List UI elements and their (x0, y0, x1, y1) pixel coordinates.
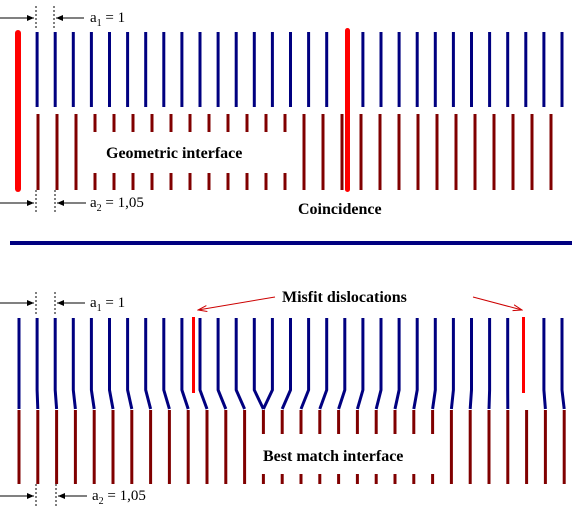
a1-spacing-marker-bottom: a1 = 1 (0, 292, 125, 314)
geometric-interface-label: Geometric interface (106, 145, 242, 162)
bottom-upper-plane (108, 318, 115, 410)
best-match-label-bg (248, 437, 436, 471)
bottom-upper-plane (468, 318, 473, 410)
bottom-upper-plane (71, 318, 77, 410)
top-panel-geometric-interface: Geometric interface Coincidence a1 = 1 a… (0, 6, 564, 218)
misfit-arrow-right (472, 296, 522, 310)
bottom-upper-plane (542, 318, 547, 410)
bottom-upper-plane (89, 318, 96, 410)
bottom-upper-plane (162, 318, 171, 410)
a1-label-top: a1 = 1 (90, 10, 125, 29)
misfit-dislocations-label: Misfit dislocations (282, 289, 407, 306)
a1-spacing-marker-top: a1 = 1 (0, 6, 125, 29)
bottom-upper-plane (144, 318, 153, 410)
bottom-upper-plane (449, 318, 455, 410)
coincidence-bar-left (15, 30, 21, 192)
coincidence-bar-right (345, 28, 350, 192)
misfit-dislocation-right (522, 317, 525, 393)
bottom-upper-plane (234, 318, 246, 410)
bottom-upper-plane (280, 318, 292, 410)
bottom-lower-lattice (17, 410, 566, 484)
misfit-dislocation-left (192, 317, 195, 393)
bottom-upper-plane (393, 318, 401, 410)
a2-spacing-marker-bottom: a2 = 1,05 (0, 484, 146, 508)
misfit-arrow-left (198, 296, 276, 310)
best-match-interface-label: Best match interface (263, 448, 403, 465)
bottom-upper-plane (126, 318, 134, 410)
a2-label-top: a2 = 1,05 (90, 195, 144, 214)
top-lower-lattice (36, 114, 553, 190)
bottom-upper-plane (262, 318, 274, 410)
coincidence-label: Coincidence (298, 201, 382, 218)
bottom-upper-plane (487, 318, 492, 410)
bottom-upper-plane (431, 318, 437, 410)
bottom-upper-plane (374, 318, 383, 410)
a2-spacing-marker-top: a2 = 1,05 (0, 190, 144, 214)
bottom-upper-plane (35, 318, 40, 410)
bottom-upper-plane (198, 318, 209, 410)
panel-divider (10, 241, 572, 245)
bottom-upper-plane (412, 318, 419, 410)
bottom-upper-plane (299, 318, 311, 410)
bottom-upper-plane (560, 318, 566, 410)
geometric-interface-label-bg (97, 135, 281, 171)
a2-label-bottom: a2 = 1,05 (92, 488, 146, 507)
bottom-upper-lattice (17, 318, 566, 410)
bottom-upper-plane (318, 318, 329, 410)
a1-label-bottom: a1 = 1 (90, 295, 125, 314)
bottom-upper-plane (355, 318, 365, 410)
bottom-upper-plane (216, 318, 228, 410)
bottom-panel-best-match-interface: Misfit dislocations Best match interface… (0, 289, 566, 508)
bottom-upper-plane (180, 318, 190, 410)
bottom-upper-plane (252, 318, 265, 410)
bottom-upper-plane (337, 318, 347, 410)
bottom-upper-plane (53, 318, 59, 410)
top-upper-lattice (35, 32, 564, 107)
